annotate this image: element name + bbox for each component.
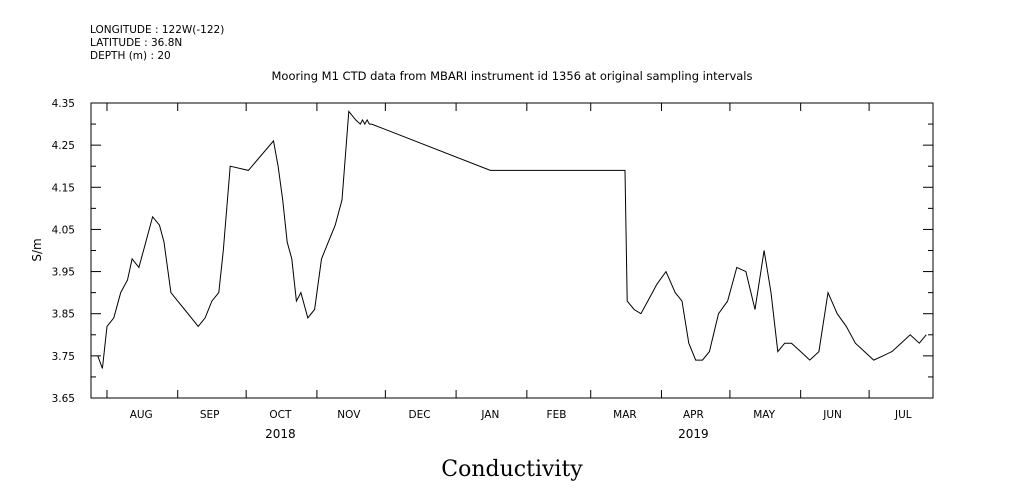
conductivity-line	[97, 110, 927, 369]
y-axis-label: S/m	[30, 238, 44, 261]
y-axis: 3.65 3.75 3.85 3.95 4.05 4.15 4.25 4.35	[52, 98, 933, 405]
x-tick-label: JUL	[894, 409, 912, 421]
y-tick-label: 4.15	[52, 182, 75, 194]
x-tick-label: AUG	[130, 409, 153, 421]
depth-label: DEPTH (m) : 20	[90, 50, 171, 62]
x-tick-label: APR	[683, 409, 704, 421]
x-tick-label: SEP	[200, 409, 220, 421]
year-label: 2019	[678, 427, 709, 441]
x-tick-label: DEC	[409, 409, 431, 421]
latitude-label: LATITUDE : 36.8N	[90, 37, 183, 49]
x-tick-label: FEB	[547, 409, 567, 421]
y-tick-label: 4.35	[52, 98, 75, 110]
x-tick-label: MAR	[613, 409, 637, 421]
y-tick-label: 4.25	[52, 140, 75, 152]
y-tick-label: 4.05	[52, 224, 75, 236]
x-tick-label: JAN	[480, 409, 499, 421]
x-tick-label: MAY	[753, 409, 775, 421]
x-axis: AUG SEP OCT NOV DEC JAN FEB MAR APR MAY JUN JUL 2018…	[106, 103, 912, 441]
x-tick-label: NOV	[337, 409, 361, 421]
plot-frame	[90, 102, 934, 399]
bottom-title: Conductivity	[441, 457, 583, 482]
longitude-label: LONGITUDE : 122W(-122)	[90, 24, 225, 36]
x-tick-label: JUN	[822, 409, 842, 421]
y-tick-label: 3.65	[52, 393, 75, 405]
chart-title: Mooring M1 CTD data from MBARI instrumen…	[272, 69, 753, 83]
x-tick-label: OCT	[269, 409, 292, 421]
y-tick-label: 3.95	[52, 267, 75, 279]
y-tick-label: 3.85	[52, 309, 75, 321]
y-tick-label: 3.75	[52, 351, 75, 363]
year-label: 2018	[265, 427, 296, 441]
